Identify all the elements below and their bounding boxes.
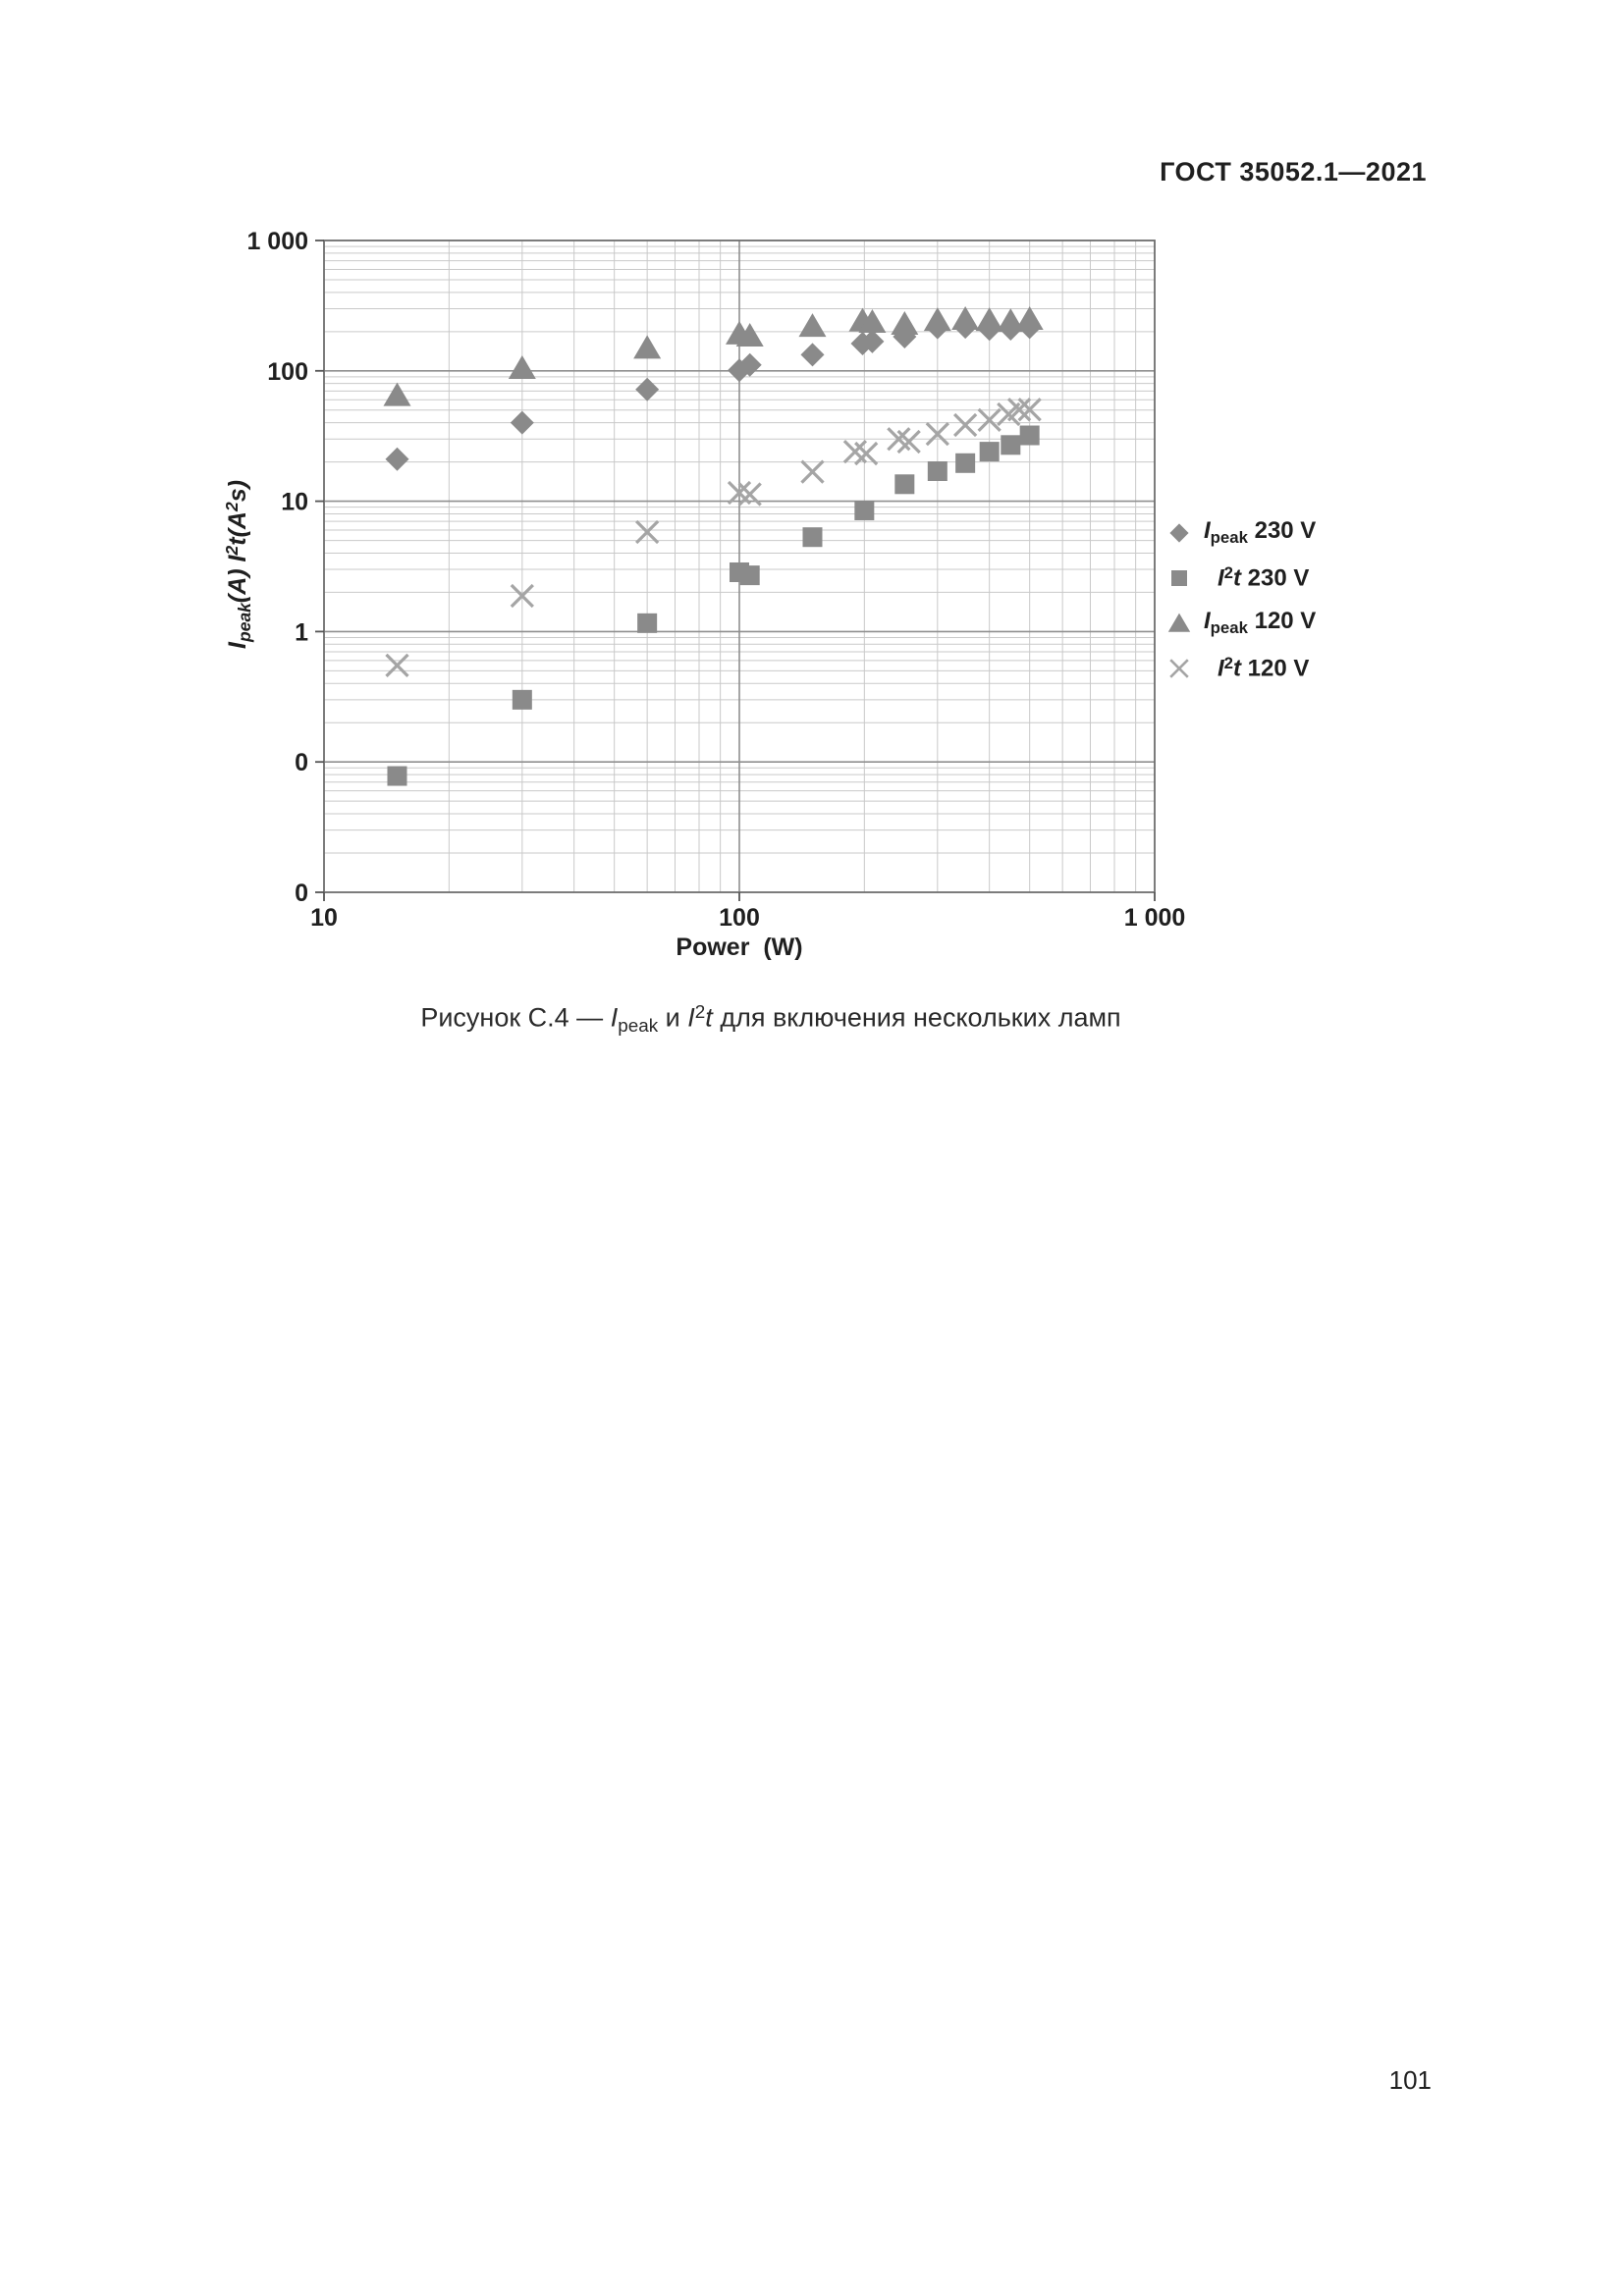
data-point-square	[1171, 570, 1187, 586]
data-point-square	[979, 442, 1000, 462]
data-point-triangle	[951, 305, 980, 330]
chart-legend: Ipeak 230 V I2t 230 V Ipeak 120 V I2t 12…	[1164, 510, 1316, 691]
data-point-square	[1001, 435, 1021, 455]
legend-item-ipeak-230: Ipeak 230 V	[1164, 510, 1316, 556]
legend-label: Ipeak 120 V	[1204, 608, 1317, 638]
y-tick-label: 1	[295, 618, 308, 646]
data-point-x	[953, 412, 978, 438]
data-point-diamond	[635, 377, 660, 401]
data-point-triangle	[923, 307, 951, 332]
data-point-square	[955, 453, 976, 473]
data-point-x	[854, 441, 879, 466]
data-point-x	[1169, 659, 1189, 678]
data-point-triangle	[1167, 613, 1191, 632]
data-point-x	[896, 429, 921, 454]
y-tick-label: 100	[267, 358, 308, 386]
data-point-square	[739, 565, 760, 586]
data-point-square	[637, 613, 658, 633]
data-point-x	[727, 480, 752, 506]
data-point-square	[894, 474, 915, 495]
diamond-marker-icon	[1164, 518, 1194, 548]
x-tick-label: 100	[719, 904, 760, 932]
square-marker-icon	[1164, 563, 1194, 593]
legend-label: I2t 120 V	[1218, 654, 1310, 682]
data-point-x	[1006, 398, 1032, 422]
data-point-x	[385, 653, 409, 678]
data-point-x	[977, 407, 1001, 432]
figure-caption: Рисунок С.4 — Ipeak и I2t для включения …	[420, 1002, 1121, 1038]
data-point-triangle	[633, 335, 662, 359]
data-point-square	[927, 460, 947, 481]
data-point-diamond	[510, 410, 534, 435]
y-axis-title: Ipeak(A) I2t(A2s)	[222, 480, 255, 649]
data-point-diamond	[385, 447, 409, 471]
data-point-triangle	[891, 311, 919, 336]
x-marker-icon	[1164, 654, 1194, 683]
data-point-diamond	[737, 352, 762, 377]
data-point-diamond	[860, 329, 885, 353]
data-point-square	[387, 766, 407, 786]
data-point-square	[1019, 425, 1040, 446]
data-point-triangle	[997, 308, 1025, 333]
data-point-triangle	[858, 309, 887, 334]
y-tick-label: 0	[295, 880, 308, 907]
data-point-triangle	[1015, 305, 1044, 330]
data-point-x	[635, 519, 660, 545]
data-point-triangle	[383, 382, 411, 406]
y-tick-label: 1 000	[246, 228, 308, 255]
legend-item-ipeak-120: Ipeak 120 V	[1164, 601, 1316, 646]
data-point-x	[800, 459, 825, 484]
legend-label: Ipeak 230 V	[1204, 517, 1317, 548]
legend-label: I2t 230 V	[1218, 563, 1310, 592]
data-point-x	[887, 427, 911, 452]
data-point-square	[512, 689, 532, 710]
page-header-title: ГОСТ 35052.1—2021	[1160, 157, 1427, 187]
y-tick-label: 0	[295, 749, 308, 776]
data-point-x	[842, 439, 868, 464]
data-point-triangle	[975, 307, 1003, 332]
data-point-triangle	[798, 313, 827, 338]
legend-item-i2t-230: I2t 230 V	[1164, 556, 1316, 601]
x-tick-label: 1 000	[1124, 904, 1186, 932]
data-point-x	[925, 421, 949, 447]
data-point-x	[510, 583, 534, 609]
y-tick-label: 10	[281, 489, 308, 516]
data-point-square	[802, 527, 823, 548]
x-axis-title: Power (W)	[676, 934, 803, 961]
data-point-x	[1017, 398, 1042, 422]
data-point-x	[737, 482, 762, 507]
data-point-triangle	[508, 354, 536, 379]
x-tick-label: 10	[310, 904, 338, 932]
data-point-triangle	[735, 323, 764, 347]
data-point-diamond	[800, 343, 825, 367]
legend-item-i2t-120: I2t 120 V	[1164, 646, 1316, 691]
data-point-diamond	[1169, 523, 1189, 543]
data-point-square	[854, 500, 875, 520]
triangle-marker-icon	[1164, 609, 1194, 638]
page-number: 101	[1388, 2065, 1432, 2095]
